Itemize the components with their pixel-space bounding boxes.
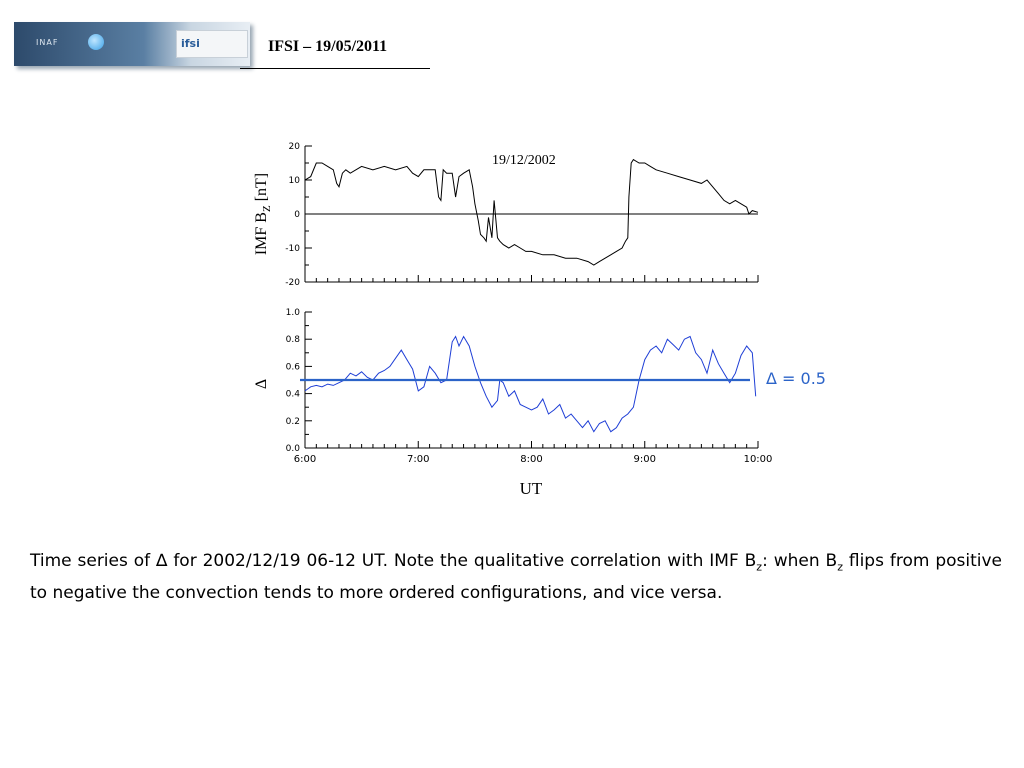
ifsi-logo: ifsi xyxy=(176,30,248,58)
delta-panel: 1.0 0.8 0.6 0.4 0.2 0.06:00 7:00 8:00 9:00 10:00 xyxy=(286,308,773,465)
bz-y-axis-label: IMF BZ [nT] xyxy=(253,173,273,255)
delta-y-tick-label: 0.0 xyxy=(286,444,301,454)
bz-y-axis-label-unit: [nT] xyxy=(253,173,270,205)
delta-y-tick-label: 0.6 xyxy=(286,362,301,372)
caption-part-3: flips from positive to negative the conv… xyxy=(30,551,1002,604)
bz-delta-time-series-chart: 20 10 0 -10 -20 1.0 0.8 0.6 0.4 0.2 0.06:00 7:00 8:… xyxy=(253,142,826,498)
delta-y-tick-label: 0.2 xyxy=(286,417,300,427)
header-underline xyxy=(240,68,430,69)
delta-x-tick-label: 7:00 xyxy=(407,454,429,465)
delta-x-tick-label: 10:00 xyxy=(744,454,773,465)
ifsi-logo-text: ifsi xyxy=(181,37,200,50)
inaf-logo-icon xyxy=(88,34,104,50)
bz-y-tick-label: 0 xyxy=(294,210,300,220)
bz-y-tick-label: -10 xyxy=(285,244,300,254)
delta-y-axis-label: Δ xyxy=(253,379,270,389)
bz-y-tick-label: -20 xyxy=(285,278,300,288)
delta-y-tick-label: 0.4 xyxy=(286,390,301,400)
delta-x-tick-label: 6:00 xyxy=(294,454,316,465)
slide-header-title: IFSI – 19/05/2011 xyxy=(268,38,388,55)
inaf-logo-text: INAF xyxy=(36,38,59,47)
bz-y-tick-label: 20 xyxy=(289,142,301,152)
delta-x-tick-label: 8:00 xyxy=(520,454,542,465)
delta-x-tick-label: 9:00 xyxy=(634,454,656,465)
caption-part-1: Time series of ∆ for 2002/12/19 06-12 UT… xyxy=(30,551,757,571)
caption-sub-2: z xyxy=(837,560,843,574)
bz-series-line xyxy=(304,158,759,266)
threshold-label: Δ = 0.5 xyxy=(766,369,826,388)
delta-y-tick-label: 1.0 xyxy=(286,308,301,318)
caption-part-2: : when B xyxy=(762,551,838,571)
caption-sub-1: z xyxy=(756,560,763,574)
x-axis-label: UT xyxy=(520,479,543,498)
figure-caption: Time series of ∆ for 2002/12/19 06-12 UT… xyxy=(30,548,1002,607)
delta-series-line xyxy=(304,335,757,433)
institution-logo-banner: INAF ifsi xyxy=(14,22,250,66)
top-chart-title: 19/12/2002 xyxy=(492,153,556,168)
bz-y-tick-label: 10 xyxy=(289,176,301,186)
bz-y-axis-label-main: IMF B xyxy=(253,212,270,255)
imf-bz-panel: 20 10 0 -10 -20 xyxy=(285,142,759,288)
bz-y-axis-label-sub: Z xyxy=(261,205,273,212)
delta-y-tick-label: 0.8 xyxy=(286,335,301,345)
